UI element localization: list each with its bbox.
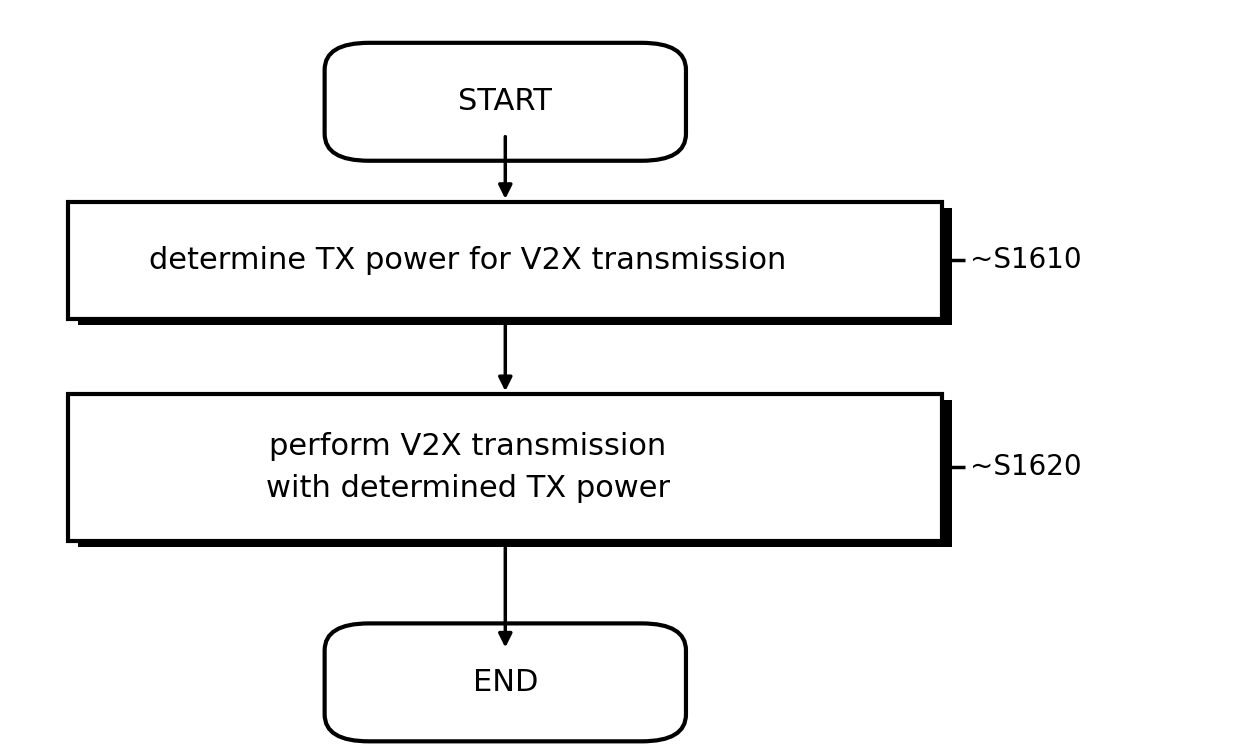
Bar (68, 394, 942, 541)
Bar (68, 201, 942, 318)
Bar (78, 207, 952, 324)
Text: perform V2X transmission
with determined TX power: perform V2X transmission with determined… (267, 431, 670, 504)
Text: START: START (459, 87, 552, 116)
Text: END: END (472, 668, 538, 697)
Text: determine TX power for V2X transmission: determine TX power for V2X transmission (149, 246, 787, 274)
FancyBboxPatch shape (325, 43, 686, 161)
Bar (78, 400, 952, 547)
Text: ~S1620: ~S1620 (970, 453, 1081, 482)
FancyBboxPatch shape (325, 624, 686, 741)
Text: ~S1610: ~S1610 (970, 246, 1081, 274)
